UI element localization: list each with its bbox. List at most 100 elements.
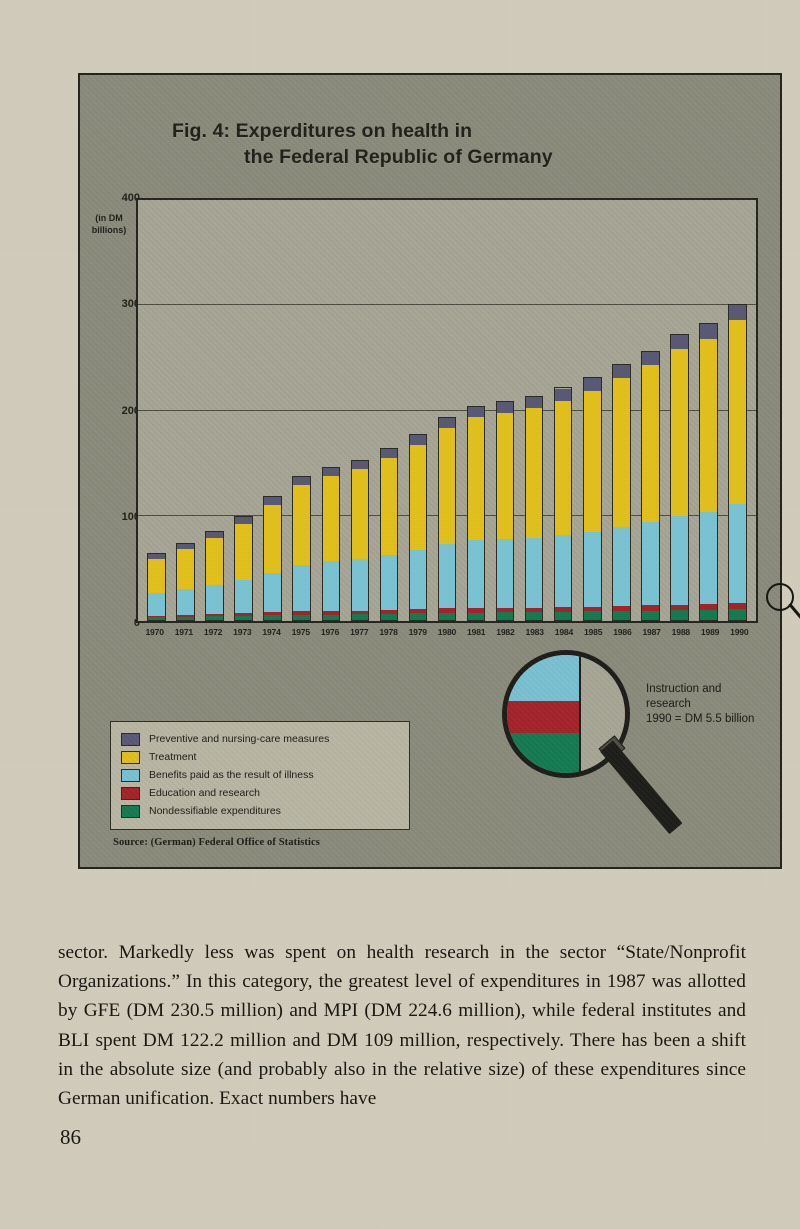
bar-column-1981 (462, 200, 491, 621)
legend-item-2: Benefits paid as the result of illness (121, 766, 399, 784)
stacked-bar-1970 (147, 553, 166, 621)
legend-label-0: Preventive and nursing-care measures (149, 733, 330, 745)
bar-column-1975 (287, 200, 316, 621)
bar-segment-1980-0 (438, 612, 456, 620)
bar-segment-1988-0 (671, 610, 688, 620)
bar-segment-1979-1 (409, 609, 427, 614)
bar-segment-1975-0 (293, 614, 311, 620)
bar-segment-1972-0 (206, 616, 223, 620)
bar-segment-1980-4 (438, 418, 456, 429)
stacked-bar-1972 (205, 530, 224, 621)
stacked-bar-1976 (321, 466, 341, 621)
magnifier-handle-bar (599, 740, 683, 835)
bar-segment-1972-4 (206, 531, 223, 539)
bar-segment-1984-0 (554, 611, 572, 620)
y-axis-tick-200: 200 (121, 404, 140, 417)
bar-segment-1982-3 (496, 412, 514, 539)
x-axis-tick-1970: 1970 (145, 627, 164, 637)
bar-segment-1983-3 (525, 408, 543, 538)
bar-segment-1970-3 (148, 559, 165, 594)
bar-column-1974 (258, 200, 287, 621)
bar-segment-1974-2 (264, 573, 281, 613)
bar-segment-1988-2 (671, 516, 688, 605)
stacked-bar-1975 (292, 475, 312, 621)
bar-segment-1986-2 (612, 526, 630, 607)
stacked-bar-1985 (582, 377, 602, 621)
bar-column-1978 (374, 200, 403, 621)
bar-segment-1983-0 (525, 612, 543, 620)
bar-segment-1979-2 (409, 549, 427, 610)
x-axis-tick-1985: 1985 (583, 627, 603, 637)
figure-title-line-1: Fig. 4: Experditures on health in (172, 120, 473, 142)
stacked-bar-1978 (379, 448, 399, 621)
bar-segment-1979-4 (409, 435, 427, 445)
bar-column-1988 (665, 200, 694, 621)
bar-segment-1989-0 (700, 609, 717, 620)
bar-column-1982 (491, 200, 520, 621)
bar-segment-1980-3 (438, 428, 456, 544)
bar-series-container (138, 200, 756, 621)
y-axis-labels: (in DM billions) 0 100 200 300 400 (78, 75, 140, 867)
bar-segment-1989-3 (700, 338, 717, 513)
magnifier-ring (766, 583, 794, 611)
lens-bar-edge (578, 655, 581, 773)
bar-column-1971 (171, 200, 200, 621)
bar-segment-1970-2 (148, 593, 165, 616)
bar-segment-1979-0 (409, 613, 427, 620)
bar-segment-1989-1 (700, 604, 717, 610)
stacked-bar-1977 (350, 459, 370, 621)
bar-segment-1986-4 (612, 365, 630, 379)
figure-panel: Fig. 4: Experditures on health in the Fe… (78, 73, 800, 869)
bar-segment-1971-4 (177, 543, 194, 550)
x-axis-tick-1972: 1972 (203, 627, 223, 637)
stacked-bar-1984 (553, 387, 573, 621)
bar-segment-1976-0 (322, 614, 340, 620)
bar-segment-1974-4 (264, 497, 281, 505)
x-axis-tick-1976: 1976 (320, 627, 340, 637)
bar-segment-1985-2 (583, 531, 601, 607)
legend-swatch-4 (121, 804, 140, 818)
y-axis-tick-100: 100 (121, 510, 140, 523)
bar-segment-1986-1 (612, 606, 630, 612)
bar-segment-1971-3 (177, 549, 194, 590)
bar-segment-1974-3 (264, 504, 281, 573)
bar-column-1970 (142, 200, 171, 621)
x-axis-tick-1990: 1990 (730, 627, 749, 637)
bar-segment-1978-0 (380, 613, 398, 620)
bar-segment-1978-1 (380, 609, 398, 614)
bar-segment-1986-0 (612, 611, 630, 620)
body-paragraph: sector. Markedly less was spent on healt… (58, 942, 746, 1110)
bar-segment-1977-2 (351, 558, 369, 611)
x-axis-tick-1987: 1987 (642, 627, 661, 637)
bar-column-1986 (607, 200, 636, 621)
stacked-bar-1988 (670, 333, 689, 621)
stacked-bar-1982 (495, 400, 515, 621)
x-axis-tick-1989: 1989 (700, 627, 720, 637)
bar-segment-1988-4 (671, 334, 688, 349)
legend-label-3: Education and research (149, 787, 260, 799)
x-axis-tick-1971: 1971 (174, 627, 194, 637)
bar-segment-1987-4 (642, 351, 659, 366)
caption-line-3: 1990 = DM 5.5 billion (646, 713, 755, 725)
bar-segment-1976-3 (322, 475, 340, 562)
bar-segment-1975-2 (293, 564, 311, 612)
stacked-bar-1973 (234, 515, 253, 621)
stacked-bar-1987 (641, 350, 660, 621)
bar-segment-1990-0 (729, 609, 746, 620)
legend-label-1: Treatment (149, 751, 197, 763)
figure-title: Fig. 4: Experditures on health in the Fe… (172, 118, 732, 170)
y-axis-tick-400: 400 (121, 192, 140, 204)
x-axis-tick-1977: 1977 (350, 627, 369, 637)
source-note: Source: (German) Federal Office of Stati… (113, 837, 320, 848)
bar-segment-1983-4 (525, 396, 543, 409)
bar-segment-1982-4 (496, 401, 514, 413)
stacked-bar-1989 (699, 323, 718, 621)
stacked-bar-1990 (728, 303, 747, 621)
bar-segment-1971-0 (177, 616, 194, 620)
x-axis-tick-1974: 1974 (262, 627, 281, 637)
x-axis-labels: 1970 1971 1972 1973 1974 1975 1976 1977 1978 1979… (136, 627, 758, 637)
legend-label-4: Nondessifiable expenditures (149, 805, 281, 817)
bar-segment-1974-0 (264, 615, 281, 620)
stacked-bar-1981 (466, 405, 486, 621)
magnifier-lens (502, 650, 630, 778)
